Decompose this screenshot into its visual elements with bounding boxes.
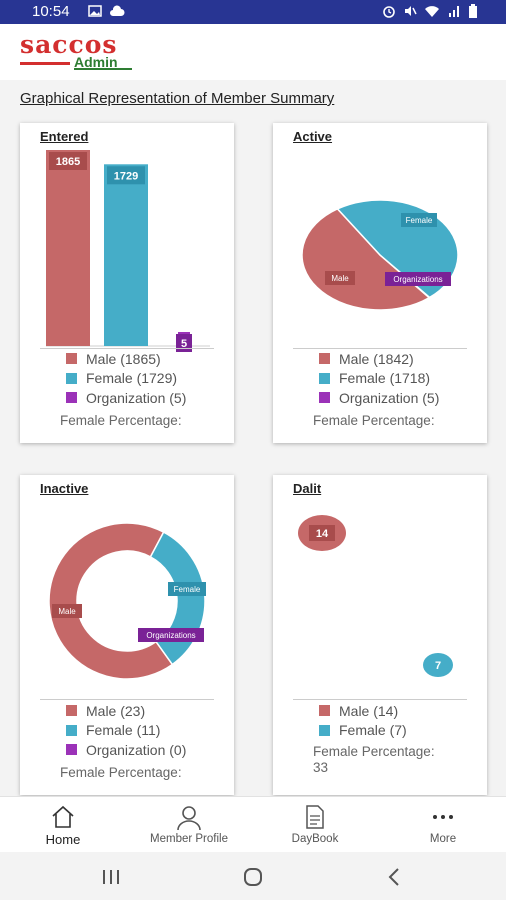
nav-home[interactable]: Home	[0, 797, 126, 853]
legend-label: Female (1729)	[86, 370, 178, 387]
bar-label-bg-male	[49, 152, 87, 170]
dalit-bubble-chart: 14 7	[298, 515, 453, 677]
legend-item: Female (7)	[319, 721, 407, 741]
donut-label-female: Female	[174, 585, 201, 594]
app-header: saccos Admin	[0, 24, 506, 80]
nav-label-daybook: DayBook	[291, 833, 339, 845]
dalit-legend: Male (14) Female (7)	[319, 701, 407, 740]
signal-icon	[449, 6, 459, 17]
legend-label: Female (11)	[86, 722, 161, 739]
entered-legend: Male (1865) Female (1729) Organization (…	[66, 349, 186, 408]
legend-label: Organization (5)	[86, 389, 187, 406]
legend-item: Organization (5)	[66, 388, 186, 408]
female-percentage-label: Female Percentage:	[313, 413, 435, 428]
legend-item: Female (1718)	[319, 369, 439, 389]
nav-label-home: Home	[45, 832, 81, 847]
legend-label: Female (1718)	[339, 370, 431, 387]
system-navigation	[0, 852, 506, 900]
legend-label: Male (14)	[339, 702, 399, 719]
card-title-inactive: Inactive	[40, 481, 89, 496]
card-title-entered: Entered	[40, 129, 89, 144]
status-bar: 10:54	[0, 0, 506, 24]
pie-label-female: Female	[406, 216, 433, 225]
card-title-dalit: Dalit	[293, 481, 322, 496]
bar-female	[104, 164, 148, 346]
bar-label-bg-female	[107, 166, 145, 185]
active-card: Male Female Organizations Active Male (1…	[273, 123, 487, 443]
donut-label-male: Male	[58, 607, 76, 616]
inactive-legend: Male (23) Female (11) Organization (0)	[66, 701, 186, 760]
nav-label-member-profile: Member Profile	[150, 833, 228, 845]
status-time: 10:54	[32, 3, 70, 20]
battery-icon	[469, 4, 477, 18]
dalit-card: 14 7 Dalit Male (14) Female (7) Female P…	[273, 475, 487, 795]
inactive-card: Male Female Organizations Inactive Male …	[20, 475, 234, 795]
legend-label: Organization (0)	[86, 741, 187, 758]
bottom-navigation: Home Member Profile DayBook More	[0, 796, 506, 852]
more-icon	[433, 815, 453, 819]
nav-member-profile[interactable]: Member Profile	[126, 797, 252, 853]
bar-label-female: 1729	[114, 170, 138, 182]
female-percentage-value: 33	[313, 760, 329, 775]
female-percentage-label: Female Percentage:	[60, 413, 182, 428]
legend-label: Female (7)	[339, 722, 407, 739]
legend-item: Male (1842)	[319, 349, 439, 369]
female-percentage-label: Female Percentage:	[60, 765, 182, 780]
pie-label-male: Male	[331, 274, 349, 283]
home-icon	[52, 805, 74, 828]
back-icon[interactable]	[384, 866, 406, 888]
recents-icon[interactable]	[100, 866, 122, 888]
bubble-female	[423, 653, 453, 677]
alarm-icon	[383, 6, 395, 18]
donut-slice-female	[149, 531, 206, 666]
mute-icon	[405, 6, 417, 16]
legend-item: Organization (0)	[66, 740, 186, 760]
donut-slice-male	[48, 522, 174, 680]
bar-label-male: 1865	[56, 156, 80, 168]
logo: saccos Admin	[20, 30, 132, 70]
active-legend: Male (1842) Female (1718) Organization (…	[319, 349, 439, 408]
document-icon	[306, 805, 324, 829]
bar-label-bg-organization	[176, 334, 192, 352]
legend-item: Male (1865)	[66, 349, 186, 369]
nav-label-more: More	[429, 833, 457, 845]
person-icon	[177, 806, 201, 831]
legend-item: Female (11)	[66, 721, 186, 741]
donut-label-organizations: Organizations	[146, 631, 195, 640]
legend-label: Male (1865)	[86, 350, 161, 367]
card-title-active: Active	[293, 129, 333, 144]
gallery-icon	[88, 5, 102, 17]
pie-label-organizations: Organizations	[393, 275, 442, 284]
page-title: Graphical Representation of Member Summa…	[20, 90, 335, 107]
home-button-icon[interactable]	[242, 866, 264, 888]
bubble-label-male: 14	[316, 528, 329, 540]
nav-more[interactable]: More	[380, 797, 506, 853]
wifi-icon	[425, 6, 439, 17]
legend-item: Male (14)	[319, 701, 407, 721]
legend-item: Organization (5)	[319, 388, 439, 408]
logo-sub: Admin	[74, 54, 118, 70]
inactive-donut-chart: Male Female Organizations	[48, 522, 206, 680]
active-pie-chart: Male Female Organizations	[301, 199, 459, 311]
bubble-label-female: 7	[435, 660, 441, 672]
cloud-icon	[110, 5, 125, 16]
female-percentage-label: Female Percentage:	[313, 744, 435, 759]
legend-item: Female (1729)	[66, 369, 186, 389]
legend-item: Male (23)	[66, 701, 186, 721]
legend-label: Organization (5)	[339, 389, 440, 406]
legend-label: Male (23)	[86, 702, 146, 719]
entered-bar-chart: 1865 1729 5	[46, 150, 210, 352]
entered-card: 1865 1729 5 Entered Male (1865) Female (…	[20, 123, 234, 443]
legend-label: Male (1842)	[339, 350, 414, 367]
logo-main: saccos	[20, 30, 118, 59]
bar-male	[46, 150, 90, 346]
bar-label-organization: 5	[181, 338, 187, 350]
nav-daybook[interactable]: DayBook	[252, 797, 378, 853]
